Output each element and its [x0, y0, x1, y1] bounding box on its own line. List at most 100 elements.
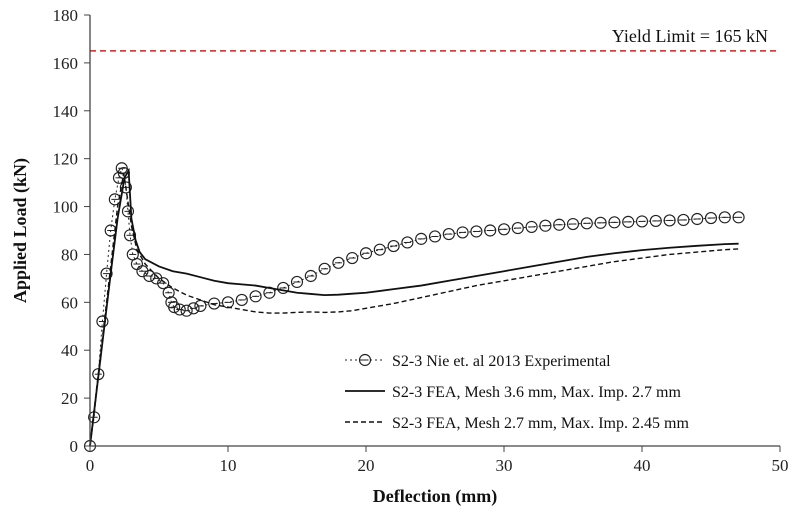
experimental-data-point — [580, 217, 593, 230]
experimental-point-circle — [235, 293, 248, 307]
experimental-point-circle — [415, 232, 428, 245]
experimental-point-circle — [691, 212, 704, 226]
experimental-point-circle — [359, 247, 373, 260]
experimental-data-point — [608, 216, 621, 229]
experimental-data-point — [173, 303, 186, 316]
experimental-point-circle — [173, 303, 186, 316]
legend-label: S2-3 FEA, Mesh 3.6 mm, Max. Imp. 2.7 mm — [392, 384, 681, 401]
legend-item-1: S2-3 Nie et. al 2013 Experimental — [345, 353, 611, 370]
experimental-point-circle — [511, 222, 524, 235]
experimental-data-point — [525, 220, 538, 233]
experimental-data-point — [162, 286, 175, 299]
experimental-point-circle — [318, 262, 331, 275]
experimental-point-circle — [277, 281, 290, 295]
experimental-data-point — [401, 236, 414, 249]
experimental-data-point — [539, 219, 552, 232]
experimental-data-point — [622, 215, 635, 228]
experimental-point-circle — [497, 223, 511, 236]
experimental-data-point — [691, 212, 704, 226]
experimental-point-circle — [456, 226, 469, 239]
experimental-point-circle — [187, 302, 200, 315]
series-1 — [83, 162, 745, 453]
x-tick-label: 40 — [634, 456, 651, 475]
experimental-point-circle — [221, 296, 235, 309]
experimental-data-point — [373, 243, 386, 256]
y-tick-label: 140 — [53, 102, 79, 121]
series-2 — [89, 167, 739, 447]
experimental-data-point — [428, 230, 442, 243]
experimental-point-circle — [718, 211, 731, 224]
experimental-data-point — [470, 225, 483, 238]
experimental-point-circle — [649, 214, 662, 227]
experimental-data-point — [187, 302, 200, 315]
experimental-data-point — [677, 213, 690, 227]
legend-item-2: S2-3 FEA, Mesh 3.6 mm, Max. Imp. 2.7 mm — [345, 384, 681, 401]
experimental-data-point — [194, 299, 207, 312]
experimental-data-point — [235, 293, 248, 307]
experimental-data-point — [649, 214, 662, 227]
experimental-data-point — [663, 214, 676, 227]
experimental-point-circle — [332, 256, 345, 269]
y-tick-label: 120 — [53, 150, 79, 169]
x-tick-label: 30 — [496, 456, 513, 475]
fea-dashed-series-line — [89, 172, 739, 447]
experimental-data-point — [359, 247, 373, 260]
experimental-data-point — [442, 228, 455, 241]
experimental-data-point — [732, 211, 745, 224]
experimental-point-circle — [249, 290, 262, 303]
x-tick-label: 0 — [86, 456, 95, 475]
experimental-point-circle — [677, 213, 690, 227]
experimental-data-point — [100, 267, 113, 280]
experimental-point-circle — [484, 224, 497, 237]
experimental-data-point — [180, 304, 193, 317]
experimental-point-circle — [622, 215, 635, 228]
experimental-data-point — [290, 275, 304, 289]
plot-layer — [83, 50, 780, 453]
experimental-point-circle — [168, 301, 181, 314]
x-tick-label: 50 — [772, 456, 789, 475]
experimental-point-circle — [100, 267, 113, 280]
experimental-series-line — [89, 166, 739, 447]
legend: S2-3 Nie et. al 2013 Experimental S2-3 FE… — [345, 353, 689, 432]
legend-item-3: S2-3 FEA, Mesh 2.7 mm, Max. Imp. 2.45 mm — [345, 415, 689, 432]
experimental-data-point — [208, 297, 221, 310]
experimental-data-point — [456, 226, 469, 239]
x-tick-label: 20 — [358, 456, 375, 475]
experimental-data-point — [553, 218, 566, 231]
experimental-point-circle — [539, 219, 552, 232]
experimental-point-circle — [732, 211, 745, 224]
experimental-data-point — [130, 257, 143, 271]
yield-limit-label: Yield Limit = 165 kN — [612, 26, 768, 46]
experimental-data-point — [704, 211, 718, 225]
experimental-point-circle — [470, 225, 483, 238]
experimental-point-circle — [663, 214, 676, 227]
experimental-data-point — [511, 222, 524, 235]
experimental-point-circle — [162, 286, 175, 299]
experimental-point-circle — [401, 236, 414, 249]
experimental-data-point — [497, 223, 511, 236]
x-tick-label: 10 — [220, 456, 237, 475]
experimental-point-circle — [304, 269, 317, 283]
experimental-data-point — [277, 281, 290, 295]
experimental-data-point — [635, 215, 649, 228]
experimental-data-point — [415, 232, 428, 245]
experimental-point-circle — [387, 239, 400, 253]
y-tick-label: 60 — [61, 293, 78, 312]
series-3 — [89, 172, 739, 447]
experimental-data-point — [304, 269, 317, 283]
experimental-point-circle — [635, 215, 649, 228]
experimental-point-circle — [143, 269, 156, 283]
y-tick-label: 180 — [53, 6, 79, 25]
experimental-data-point — [718, 211, 731, 224]
experimental-point-circle — [580, 217, 593, 230]
experimental-data-point — [318, 262, 331, 275]
experimental-point-circle — [180, 304, 193, 317]
legend-label: S2-3 FEA, Mesh 2.7 mm, Max. Imp. 2.45 mm — [392, 415, 689, 432]
y-tick-label: 160 — [53, 54, 79, 73]
y-tick-label: 100 — [53, 198, 79, 217]
legend-label: S2-3 Nie et. al 2013 Experimental — [392, 353, 611, 370]
experimental-point-circle — [208, 297, 221, 310]
experimental-data-point — [594, 216, 607, 229]
